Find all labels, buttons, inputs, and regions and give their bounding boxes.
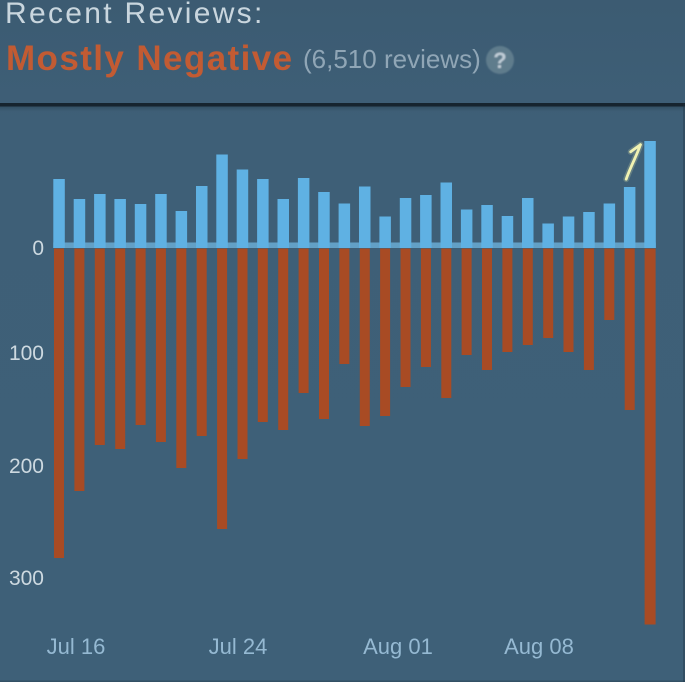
svg-text:Jul 24: Jul 24 bbox=[209, 634, 268, 659]
svg-text:100: 100 bbox=[9, 342, 44, 365]
svg-text:Jul 16: Jul 16 bbox=[47, 634, 106, 659]
svg-text:300: 300 bbox=[9, 567, 44, 590]
svg-text:0: 0 bbox=[32, 237, 44, 260]
svg-text:Aug 01: Aug 01 bbox=[363, 634, 433, 659]
svg-text:Mostly Negative: Mostly Negative bbox=[6, 39, 293, 78]
svg-text:200: 200 bbox=[9, 455, 44, 478]
svg-text:Recent Reviews:: Recent Reviews: bbox=[5, 0, 265, 30]
svg-text:?: ? bbox=[493, 48, 506, 73]
svg-text:Aug 08: Aug 08 bbox=[504, 634, 574, 659]
svg-text:(6,510 reviews): (6,510 reviews) bbox=[303, 44, 481, 74]
